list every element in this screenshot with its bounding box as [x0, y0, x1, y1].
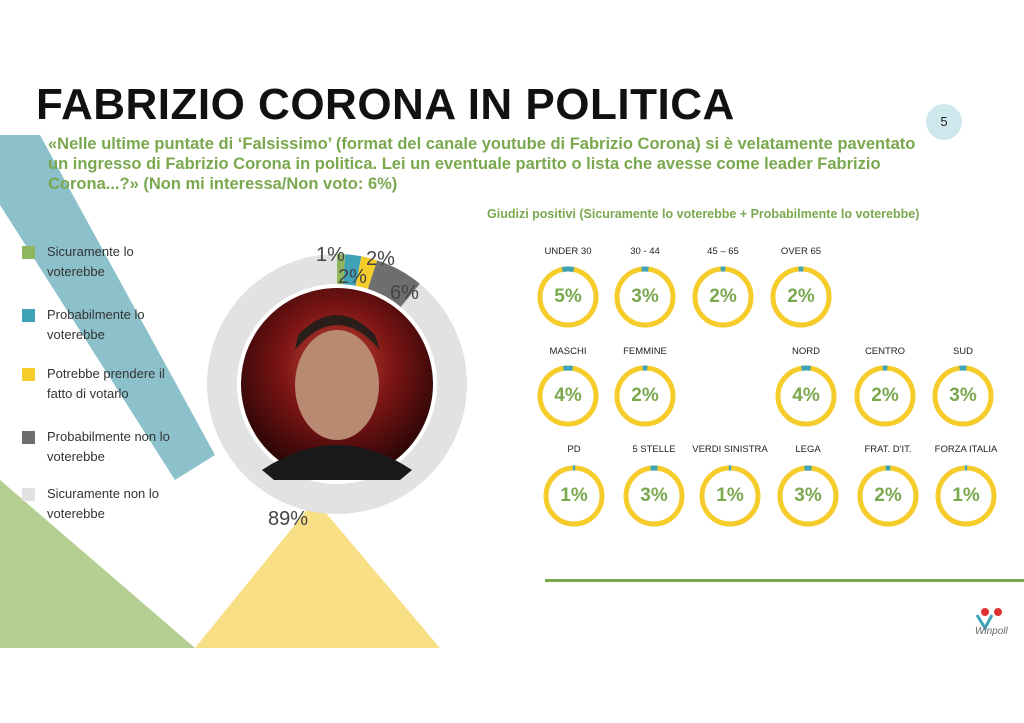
gauge-label: 45 – 65 [707, 246, 739, 257]
legend-label: Probabilmente non lo voterebbe [47, 429, 170, 464]
gauge-value: 5% [554, 286, 582, 307]
green-triangle [0, 480, 195, 648]
gauge-value: 1% [952, 485, 980, 506]
gauge-label: PD [567, 444, 581, 455]
winpoll-logo: Winpoll [975, 608, 1008, 637]
donut-slice [343, 254, 362, 286]
gauge-value: 3% [631, 286, 659, 307]
legend-item: Sicuramente non lo voterebbe [22, 484, 177, 524]
gauge-value: 3% [640, 485, 668, 506]
donut-chart [206, 253, 468, 514]
donut-slice [367, 260, 420, 307]
legend-item: Sicuramente lo voterebbe [22, 242, 177, 282]
legend-swatch [22, 309, 35, 322]
donut-label: 89% [268, 508, 309, 530]
legend-label: Sicuramente lo voterebbe [47, 244, 134, 279]
gauge-value: 1% [560, 485, 588, 506]
gauge-label: SUD [952, 346, 974, 357]
donut-label: 1% [316, 244, 345, 266]
slide-title: FABRIZIO CORONA IN POLITICA [36, 80, 735, 129]
gauge-value: 4% [554, 385, 582, 406]
page-number: 5 [926, 104, 962, 140]
legend-item: Probabilmente lo voterebbe [22, 305, 177, 345]
gauge-grid [537, 266, 997, 527]
gauge-value: 2% [874, 485, 902, 506]
gauge-value: 3% [794, 485, 822, 506]
gauge-value: 2% [709, 286, 737, 307]
legend-swatch [22, 488, 35, 501]
yellow-triangle [195, 500, 440, 648]
legend-item: Probabilmente non lo voterebbe [22, 427, 177, 467]
gauge-value: 2% [631, 385, 659, 406]
gauge-value: 3% [949, 385, 977, 406]
svg-text:Winpoll: Winpoll [975, 626, 1008, 637]
teal-band [0, 135, 215, 480]
donut-slice [337, 254, 346, 285]
subheading: Giudizi positivi (Sicuramente lo votereb… [487, 207, 920, 221]
legend-label: Probabilmente lo voterebbe [47, 307, 145, 342]
legend-swatch [22, 431, 35, 444]
gauge-label: FORZA ITALIA [934, 444, 998, 455]
portrait-face [295, 330, 379, 440]
gauge-value: 1% [716, 485, 744, 506]
legend-swatch [22, 368, 35, 381]
legend-label: Sicuramente non lo voterebbe [47, 486, 160, 521]
gauge-value: 2% [787, 286, 815, 307]
donut-slice [355, 256, 378, 289]
gauge-fill [561, 266, 575, 273]
divider-line [545, 579, 1024, 582]
legend-label: Potrebbe prendere il fatto di votarlo [47, 366, 165, 401]
donut-label: 2% [338, 266, 367, 288]
legend-swatch [22, 246, 35, 259]
donut-label: 6% [390, 282, 419, 304]
gauge-label: UNDER 30 [544, 246, 592, 257]
donut-label: 2% [366, 248, 395, 270]
gauge-label: FRAT. D'IT. [864, 444, 912, 455]
gauge-label: VERDI SINISTRA [692, 444, 768, 455]
gauge-value: 2% [871, 385, 899, 406]
gauge-label: NORD [792, 346, 820, 357]
gauge-label: MASCHI [549, 346, 587, 357]
survey-question: «Nelle ultime puntate di ‘Falsissimo’ (f… [48, 135, 916, 193]
gauge-value: 4% [792, 385, 820, 406]
gauge-label: OVER 65 [780, 246, 822, 257]
gauge-label: 30 - 44 [630, 246, 660, 257]
gauge-label: CENTRO [864, 346, 906, 357]
legend-item: Potrebbe prendere il fatto di votarlo [22, 364, 177, 404]
gauge-label: 5 STELLE [632, 444, 676, 455]
gauge-label: LEGA [795, 444, 821, 455]
gauge-label: FEMMINE [623, 346, 667, 357]
